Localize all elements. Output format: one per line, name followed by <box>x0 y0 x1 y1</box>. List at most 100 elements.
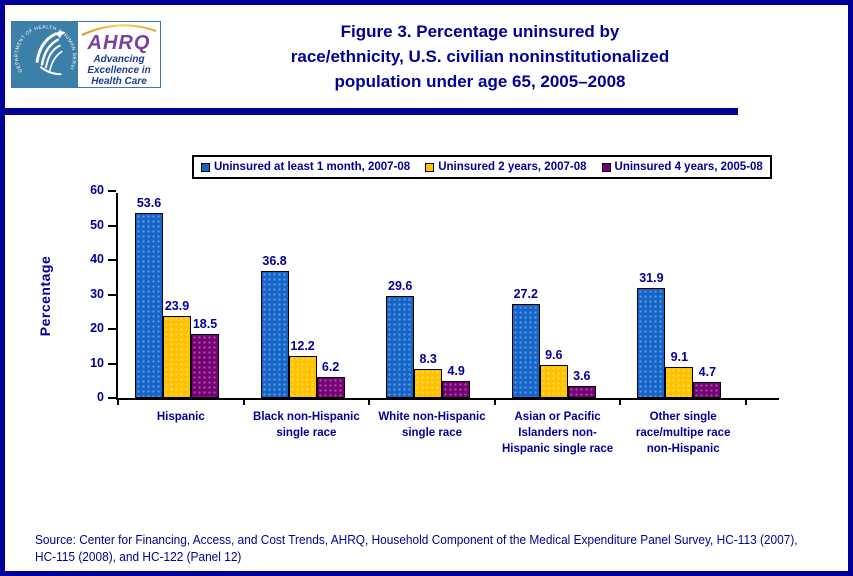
bar-value-label: 29.6 <box>388 278 413 293</box>
legend-item: Uninsured 4 years, 2005-08 <box>601 161 763 173</box>
bar-value-label: 12.2 <box>290 338 315 353</box>
bar: 53.6 <box>135 196 163 398</box>
hhs-eagle-icon <box>35 31 66 76</box>
y-axis-tick <box>108 224 116 227</box>
ahrq-acronym: AHRQ <box>87 32 151 54</box>
source-note: Source: Center for Financing, Access, an… <box>35 532 848 566</box>
figure-title-line: population under age 65, 2005–2008 <box>334 72 626 91</box>
y-axis-tick-label: 0 <box>97 390 104 404</box>
legend-label: Uninsured at least 1 month, 2007-08 <box>214 161 411 173</box>
category-label-line: single race <box>401 427 463 439</box>
figure-title-line: race/ethnicity, U.S. civilian noninstitu… <box>290 47 670 66</box>
y-axis-tick-label: 60 <box>90 183 104 197</box>
bar-group: 29.6 8.3 4.9 White non-Hispanic single race <box>368 193 495 439</box>
y-axis-tick-label: 30 <box>90 286 104 301</box>
bar-value-label: 4.7 <box>698 364 717 379</box>
category-label: Black non-Hispanic single race <box>232 409 382 441</box>
bar-value-label: 8.3 <box>419 352 437 367</box>
y-axis-tick-label: 40 <box>90 252 104 266</box>
bar-value-label: 4.9 <box>447 364 465 379</box>
ahrq-rainbow-arc-icon <box>81 24 157 36</box>
legend-swatch-icon <box>201 162 210 172</box>
bar-group: 36.8 12.2 6.2 Black non-Hispanic single race <box>242 193 370 439</box>
bar: 9.1 <box>665 350 694 398</box>
category-label-line: single race <box>276 427 337 439</box>
header-divider <box>5 108 738 115</box>
category-label-line: Hispanic single race <box>501 443 614 455</box>
y-axis-title: Percentage <box>37 255 53 337</box>
category-label: Other single race/multipe race non-Hispani… <box>608 409 758 457</box>
category-label-line: Islanders non- <box>518 427 597 439</box>
bar-group: 27.2 9.6 3.6 Asian or Pacific Islanders non-… <box>493 193 621 455</box>
bar-value-label: 3.6 <box>573 368 591 383</box>
x-axis-tick <box>493 400 496 405</box>
x-axis-tick <box>619 400 622 405</box>
bar: 9.6 <box>539 348 568 398</box>
bar-value-label: 9.1 <box>670 349 689 364</box>
figure-title-line: Figure 3. Percentage uninsured by <box>340 22 620 41</box>
bar: 12.2 <box>288 339 317 398</box>
category-label-line: non-Hispanic <box>646 443 720 455</box>
bar-value-label: 53.6 <box>136 196 162 211</box>
plot-area: 0 10 20 30 40 50 60 53.6 23.9 18.5 Hispanic 36.8 12… <box>90 183 779 455</box>
legend-swatch-icon <box>425 162 435 172</box>
category-label-line: White non-Hispanic <box>378 411 486 423</box>
y-axis-tick-label: 20 <box>90 321 104 335</box>
bar-value-label: 27.2 <box>513 287 538 302</box>
category-label-line: Black non-Hispanic <box>253 411 360 423</box>
legend-label: Uninsured 4 years, 2005-08 <box>614 161 763 173</box>
ahrq-logo: AHRQ Advancing Excellence in Health Care <box>78 22 160 87</box>
y-axis-tick <box>108 293 116 296</box>
x-axis-tick <box>242 400 245 405</box>
bar-groups: 53.6 23.9 18.5 Hispanic 36.8 12.2 6.2 Black non… <box>117 193 746 455</box>
y-axis-tick <box>108 328 116 330</box>
ahrq-tagline-line: Health Care <box>91 76 147 87</box>
bar-value-label: 18.5 <box>192 317 218 332</box>
hhs-seal-icon: DEPARTMENT OF HEALTH & HUMAN SERVICES · … <box>12 22 78 87</box>
figure-title: Figure 3. Percentage uninsured by race/e… <box>165 19 795 94</box>
bar: 8.3 <box>414 352 443 398</box>
bar-group: 53.6 23.9 18.5 Hispanic <box>117 193 244 423</box>
hhs-logo: DEPARTMENT OF HEALTH & HUMAN SERVICES · … <box>12 22 78 87</box>
ahrq-tagline: Advancing Excellence in Health Care <box>87 54 150 87</box>
category-label-line: Hispanic <box>156 411 205 423</box>
chart-legend: Uninsured at least 1 month, 2007-08 Unins… <box>192 155 772 179</box>
legend-swatch-icon <box>601 162 611 172</box>
source-note-line: HC-115 (2008), and HC-122 (Panel 12) <box>35 550 242 564</box>
bar: 6.2 <box>316 360 345 398</box>
x-axis-tick <box>368 400 371 405</box>
y-axis-tick <box>108 190 116 192</box>
y-axis-tick <box>108 362 116 365</box>
category-label-line: Asian or Pacific <box>514 411 601 423</box>
legend-item: Uninsured at least 1 month, 2007-08 <box>201 161 410 173</box>
category-label: Asian or Pacific Islanders non- Hispanic s… <box>483 409 633 457</box>
bar-value-label: 6.2 <box>321 359 340 374</box>
bar: 23.9 <box>163 299 191 398</box>
source-note-line: Source: Center for Financing, Access, an… <box>35 533 798 547</box>
bar-value-label: 9.6 <box>545 347 563 362</box>
category-label-line: Other single <box>649 411 717 423</box>
bar: 29.6 <box>386 279 415 398</box>
legend-label: Uninsured 2 years, 2007-08 <box>438 161 587 173</box>
y-axis-tick-label: 10 <box>90 355 104 370</box>
bar: 4.7 <box>693 365 722 398</box>
y-axis-tick-label: 50 <box>90 217 104 232</box>
x-axis-tick <box>117 400 119 405</box>
bar: 4.9 <box>442 364 471 398</box>
bar-group: 31.9 9.1 4.7 Other single race/multipe race n… <box>619 193 746 455</box>
legend-item: Uninsured 2 years, 2007-08 <box>425 161 587 173</box>
x-axis-tick <box>745 400 747 405</box>
agency-logo: DEPARTMENT OF HEALTH & HUMAN SERVICES · … <box>11 21 161 88</box>
bar-value-label: 23.9 <box>164 298 190 313</box>
bar: 31.9 <box>637 271 666 398</box>
bar: 27.2 <box>511 287 540 398</box>
category-label: Hispanic <box>106 409 256 425</box>
bar: 36.8 <box>260 254 289 398</box>
y-axis-tick <box>108 259 116 261</box>
bar-value-label: 36.8 <box>262 254 287 269</box>
category-label: White non-Hispanic single race <box>357 409 507 441</box>
bar: 3.6 <box>567 369 596 398</box>
y-axis-tick <box>108 397 116 399</box>
bar: 18.5 <box>191 317 219 398</box>
